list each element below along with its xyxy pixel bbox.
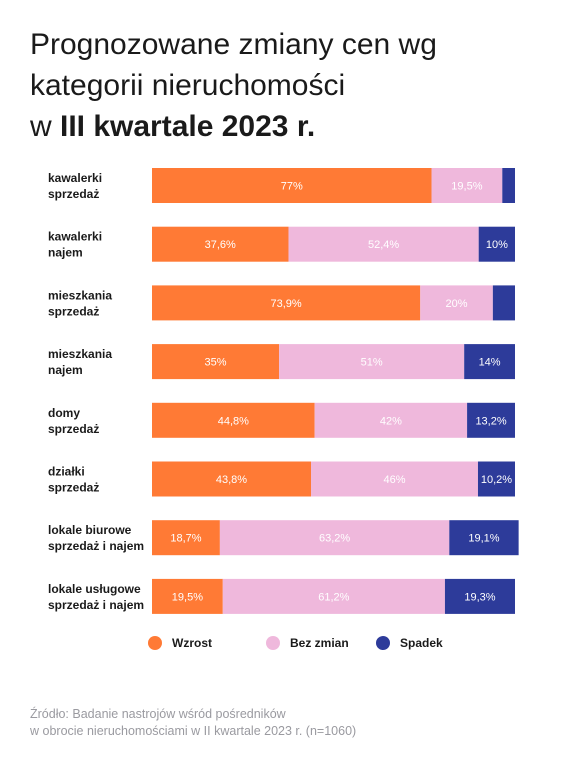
chart-title: Prognozowane zmiany cen wg kategorii nie… [30, 24, 550, 147]
title-line-1: Prognozowane zmiany cen wg [30, 28, 437, 61]
data-label-bez-zmian: 63,2% [319, 533, 350, 545]
bar-segment-spadek [477, 461, 515, 497]
data-label-spadek: 10% [486, 239, 508, 251]
category-label: domy sprzedaż [48, 406, 99, 436]
bar-segment-spadek [467, 402, 515, 438]
bar-segment-spadek [449, 520, 519, 556]
category-label-line: kawalerki [48, 171, 102, 185]
data-label-wzrost: 44,8% [218, 415, 249, 427]
category-label-line: lokale biurowe [48, 523, 132, 537]
bar-segment-wzrost [152, 344, 280, 380]
category-label-line: mieszkania [48, 288, 112, 302]
source-line-1: Źródło: Badanie nastrojów wśród pośredni… [30, 707, 286, 721]
stacked-bar-chart: kawalerki sprzedaż 77% 19,5% kawalerki najem 3… [48, 168, 519, 614]
category-label-line: sprzedaż i najem [48, 598, 144, 612]
category-label-line: sprzedaż [48, 422, 99, 436]
bar-segment-wzrost [152, 285, 421, 321]
category-label: kawalerki sprzedaż [48, 171, 102, 201]
data-label-spadek: 14% [479, 357, 501, 369]
bar-segment-bez-zmian [288, 226, 479, 262]
legend-item-wzrost: Wzrost [148, 636, 266, 650]
data-label-wzrost: 77% [281, 181, 303, 193]
data-label-bez-zmian: 52,4% [368, 239, 399, 251]
data-label-bez-zmian: 61,2% [318, 591, 349, 603]
category-label-line: kawalerki [48, 230, 102, 244]
chart-legend: Wzrost Bez zmian Spadek [148, 636, 494, 650]
category-label-line: najem [48, 363, 83, 377]
title-line-2: kategorii nieruchomości [30, 69, 346, 102]
bar-segment-bez-zmian [222, 578, 445, 614]
data-label-bez-zmian: 46% [383, 474, 405, 486]
bar-segment-bez-zmian [431, 168, 503, 203]
category-label-line: sprzedaż [48, 187, 99, 201]
data-label-wzrost: 73,9% [271, 298, 302, 310]
legend-label-wzrost: Wzrost [172, 636, 212, 650]
source-note: Źródło: Badanie nastrojów wśród pośredni… [30, 706, 530, 740]
legend-item-spadek: Spadek [376, 636, 494, 650]
data-label-wzrost: 43,8% [216, 474, 247, 486]
bar-segment-bez-zmian [310, 461, 478, 497]
category-label: lokale usługowe sprzedaż i najem [48, 582, 144, 612]
bar-segment-wzrost [152, 578, 223, 614]
category-label-line: lokale usługowe [48, 582, 141, 596]
category-label: działki sprzedaż [48, 465, 99, 495]
category-label-line: działki [48, 465, 85, 479]
category-label: kawalerki najem [48, 230, 102, 260]
category-label-line: najem [48, 246, 83, 260]
title-line-3-bold: III kwartale 2023 r. [60, 110, 316, 143]
bar-segment-spadek [492, 285, 515, 321]
legend-dot-spadek [376, 636, 390, 650]
data-label-wzrost: 19,5% [172, 591, 203, 603]
data-label-wzrost: 18,7% [170, 533, 201, 545]
category-label-line: domy [48, 406, 80, 420]
data-label-spadek: 13,2% [475, 415, 506, 427]
bar-segment-wzrost [152, 461, 311, 497]
category-label: mieszkania sprzedaż [48, 288, 112, 318]
title-line-3-prefix: w [30, 110, 60, 143]
category-label-line: sprzedaż [48, 304, 99, 318]
legend-dot-bez-zmian [266, 636, 280, 650]
category-label: mieszkania najem [48, 347, 112, 377]
category-label-line: sprzedaż [48, 481, 99, 495]
legend-label-bez-zmian: Bez zmian [290, 636, 349, 650]
bar-segment-spadek [444, 578, 515, 614]
data-label-bez-zmian: 19,5% [451, 181, 482, 193]
category-label: lokale biurowe sprzedaż i najem [48, 523, 144, 553]
bar-segment-wzrost [152, 226, 289, 262]
bar-segment-wzrost [152, 402, 315, 438]
data-label-spadek: 19,3% [464, 591, 495, 603]
legend-label-spadek: Spadek [400, 636, 443, 650]
data-label-wzrost: 35% [205, 357, 227, 369]
bar-segment-bez-zmian [279, 344, 465, 380]
bar-segment-spadek [464, 344, 515, 380]
title-line-3: w III kwartale 2023 r. [30, 106, 550, 147]
bar-segment-bez-zmian [314, 402, 468, 438]
data-label-bez-zmian: 42% [380, 415, 402, 427]
bar-segment-spadek [502, 168, 515, 203]
bar-segment-wzrost [152, 520, 220, 556]
category-label-line: mieszkania [48, 347, 112, 361]
data-label-spadek: 19,1% [468, 533, 499, 545]
legend-item-bez-zmian: Bez zmian [266, 636, 376, 650]
data-label-wzrost: 37,6% [205, 239, 236, 251]
data-label-spadek: 10,2% [481, 474, 512, 486]
legend-dot-wzrost [148, 636, 162, 650]
bar-segment-bez-zmian [420, 285, 493, 321]
bar-segment-spadek [478, 226, 515, 262]
data-label-bez-zmian: 51% [361, 357, 383, 369]
source-line-2: w obrocie nieruchomościami w II kwartale… [30, 724, 357, 738]
data-label-bez-zmian: 20% [446, 298, 468, 310]
category-label-line: sprzedaż i najem [48, 539, 144, 553]
bar-segment-bez-zmian [219, 520, 450, 556]
bar-segment-wzrost [152, 168, 432, 203]
